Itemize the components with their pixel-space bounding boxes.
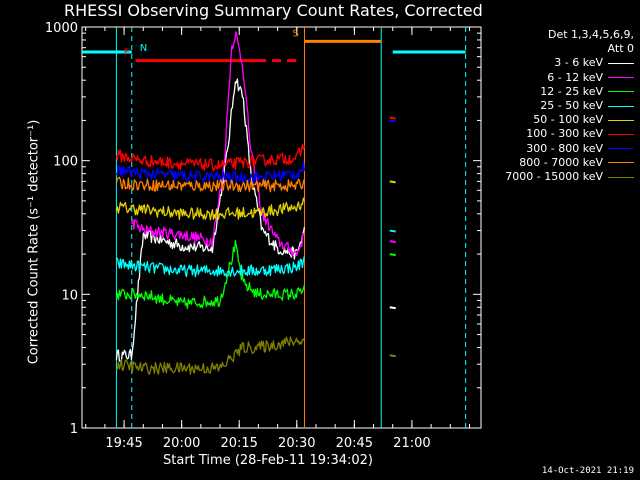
legend-entry: 12 - 25 keV xyxy=(505,85,634,99)
legend-label: 6 - 12 keV xyxy=(547,70,603,84)
series-line xyxy=(131,31,305,257)
legend-swatch xyxy=(608,162,634,164)
x-tick-label: 21:00 xyxy=(393,436,430,451)
legend-entry: 100 - 300 keV xyxy=(505,127,634,141)
series-line xyxy=(116,255,306,278)
x-tick-label: 19:45 xyxy=(105,436,142,451)
plot-frame xyxy=(81,26,482,429)
post-gap-sample xyxy=(389,116,396,120)
generation-timestamp: 14-Oct-2021 21:19 xyxy=(541,466,634,476)
y-tick-label: 100 xyxy=(53,155,78,170)
post-gap-sample xyxy=(389,354,396,358)
legend-header-line-2: Att 0 xyxy=(607,42,634,56)
legend-entry: 7000 - 15000 keV xyxy=(505,170,634,184)
legend-swatch xyxy=(608,77,634,79)
legend-swatch xyxy=(608,134,634,136)
y-tick-label: 1 xyxy=(70,422,78,437)
legend-swatch xyxy=(608,176,634,178)
legend-label: 50 - 100 keV xyxy=(533,113,603,127)
legend-entry: 25 - 50 keV xyxy=(505,99,634,113)
x-tick-label: 20:00 xyxy=(163,436,200,451)
legend: Det 1,3,4,5,6,9, Att 0 3 - 6 keV 6 - 12 k… xyxy=(505,28,634,184)
legend-swatch xyxy=(608,105,634,107)
post-gap-sample xyxy=(389,306,396,310)
legend-swatch xyxy=(608,63,634,64)
post-gap-sample xyxy=(389,180,396,184)
x-axis-label: Start Time (28-Feb-11 19:34:02) xyxy=(163,453,373,468)
y-axis-label: Corrected Count Rate (s⁻¹ detector⁻¹) xyxy=(26,119,42,365)
y-tick-label: 10 xyxy=(61,288,78,303)
series-line xyxy=(115,143,306,172)
series-line xyxy=(115,239,306,310)
legend-label: 800 - 7000 keV xyxy=(519,155,603,169)
y-tick-label: 1000 xyxy=(45,21,78,36)
legend-label: 12 - 25 keV xyxy=(540,84,603,98)
legend-entry: 800 - 7000 keV xyxy=(505,156,634,170)
legend-header-line-1: Det 1,3,4,5,6,9, xyxy=(547,28,634,41)
post-gap-sample xyxy=(389,229,396,233)
series-line xyxy=(115,176,306,193)
flare-label: F xyxy=(124,48,130,59)
legend-label: 300 - 800 keV xyxy=(526,141,603,155)
x-tick-label: 20:15 xyxy=(220,436,257,451)
series-line xyxy=(115,197,306,221)
post-gap-sample xyxy=(389,119,396,123)
legend-label: 3 - 6 keV xyxy=(554,56,603,70)
series-line xyxy=(115,78,306,362)
legend-swatch xyxy=(608,91,634,93)
post-gap-sample xyxy=(389,240,396,244)
x-tick-label: 20:30 xyxy=(278,436,315,451)
chart-title: RHESSI Observing Summary Count Rates, Co… xyxy=(64,1,483,20)
legend-swatch xyxy=(608,148,634,150)
legend-label: 100 - 300 keV xyxy=(526,127,603,141)
legend-entry: 3 - 6 keV xyxy=(505,56,634,70)
series-line xyxy=(115,161,306,184)
legend-label: 25 - 50 keV xyxy=(540,99,603,113)
x-tick-label: 20:45 xyxy=(336,436,373,451)
legend-swatch xyxy=(608,119,634,121)
legend-label: 7000 - 15000 keV xyxy=(505,170,603,184)
legend-entry: 50 - 100 keV xyxy=(505,113,634,127)
post-gap-sample xyxy=(389,253,396,257)
legend-entry: 6 - 12 keV xyxy=(505,71,634,85)
series-line xyxy=(115,336,305,375)
saa-label: S xyxy=(292,28,298,39)
legend-entry: 300 - 800 keV xyxy=(505,142,634,156)
night-label: N xyxy=(140,43,147,54)
